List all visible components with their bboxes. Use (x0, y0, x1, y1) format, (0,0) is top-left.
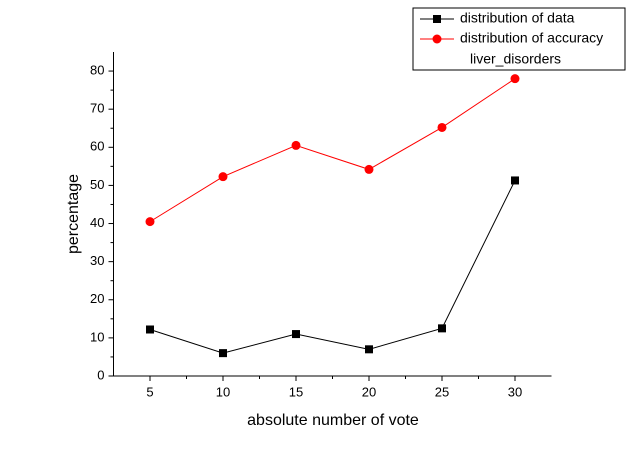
data-point (437, 122, 447, 132)
series-line (149, 180, 516, 354)
data-point (219, 349, 227, 358)
x-tick-label: 20 (362, 384, 376, 399)
legend-marker (432, 34, 442, 44)
data-point (364, 164, 374, 174)
x-axis-label: absolute number of vote (247, 412, 419, 429)
data-point (438, 324, 446, 333)
y-tick-label: 40 (90, 215, 104, 230)
data-point (291, 140, 301, 150)
data-point (146, 325, 154, 334)
y-axis-label: percentage (65, 174, 82, 254)
data-point (511, 176, 519, 185)
y-tick-label: 60 (90, 139, 104, 154)
y-tick-label: 70 (90, 101, 104, 116)
y-tick-label: 50 (90, 177, 104, 192)
legend-label: distribution of data (460, 10, 575, 26)
data-point (365, 345, 373, 354)
y-tick-label: 30 (90, 253, 104, 268)
legend-label: distribution of accuracy (460, 30, 603, 46)
x-tick-label: 15 (289, 384, 303, 399)
x-tick-label: 30 (508, 384, 522, 399)
data-point (218, 172, 228, 182)
x-tick-label: 25 (435, 384, 449, 399)
data-point (145, 217, 155, 227)
legend-marker (433, 15, 441, 23)
data-point (510, 74, 520, 84)
y-tick-label: 10 (90, 329, 104, 344)
series-line (149, 78, 516, 223)
y-tick-label: 20 (90, 291, 104, 306)
legend-note: liver_disorders (470, 51, 561, 67)
x-tick-label: 5 (146, 384, 153, 399)
y-tick-label: 0 (97, 367, 104, 382)
x-tick-label: 10 (216, 384, 230, 399)
y-tick-label: 80 (90, 62, 104, 77)
data-point (292, 330, 300, 339)
